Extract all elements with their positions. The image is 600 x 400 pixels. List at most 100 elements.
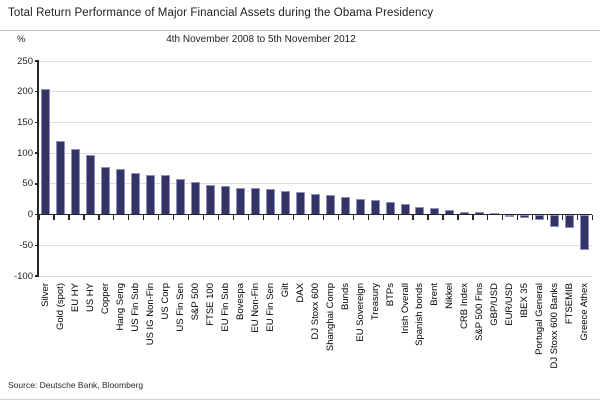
category-label: EUR/USD: [504, 283, 516, 326]
x-axis-tick: [247, 215, 250, 220]
category-label: Bunds: [339, 283, 351, 310]
x-axis-tick: [412, 215, 414, 220]
bar: [280, 190, 290, 215]
y-axis-tick-label: 150: [17, 116, 33, 128]
x-axis-tick: [203, 215, 205, 220]
bar: [220, 185, 230, 215]
category-label: FTSE 100: [205, 283, 217, 326]
bar: [146, 174, 156, 215]
bar: [116, 168, 126, 215]
y-axis-unit-label: %: [17, 34, 26, 45]
category-label: Shanghai Comp: [324, 283, 336, 352]
y-axis-tick-label: -50: [19, 239, 33, 251]
x-axis-tick: [218, 215, 220, 220]
bar: [580, 214, 590, 251]
bar: [325, 194, 335, 215]
category-label: S&P 500: [190, 283, 202, 321]
y-axis-tick: [34, 244, 39, 247]
category-label: EU HY: [70, 283, 82, 313]
category-label: DAX: [294, 283, 306, 303]
y-axis-tick-label: 100: [17, 147, 33, 159]
bar: [71, 148, 81, 215]
bar: [86, 155, 96, 215]
bar: [161, 175, 171, 215]
category-label: EU Fin Sub: [219, 283, 231, 332]
category-label: CRB Index: [459, 283, 471, 329]
category-label: US IG Non-Fin: [145, 283, 157, 346]
x-axis-tick: [337, 215, 339, 220]
category-label: Nikkei: [444, 283, 456, 309]
bar: [56, 140, 66, 215]
bar: [565, 214, 575, 229]
x-axis-tick: [547, 215, 549, 220]
gridline: [38, 121, 592, 123]
category-label: Copper: [100, 283, 112, 315]
y-axis-tick: [34, 121, 39, 124]
chart-subtitle: 4th November 2008 to 5th November 2012: [166, 34, 356, 45]
category-label: Spanish bonds: [414, 283, 426, 346]
x-axis-tick: [143, 215, 145, 220]
x-axis-tick: [188, 215, 190, 220]
x-axis-line: [38, 213, 592, 216]
bar: [265, 189, 275, 215]
bar: [250, 188, 260, 215]
category-label: Irish Overall: [399, 283, 411, 334]
chart-title: Total Return Performance of Major Financ…: [8, 7, 434, 19]
gridline: [38, 60, 592, 62]
bar: [235, 187, 245, 215]
category-label: Bovespa: [234, 283, 246, 321]
x-axis-tick: [487, 215, 489, 220]
category-label: Treasury: [369, 283, 381, 321]
y-axis-tick-label: 0: [27, 209, 33, 221]
x-axis-tick: [502, 215, 504, 220]
category-label: IBEX 35: [519, 283, 531, 318]
category-label: US HY: [85, 283, 97, 313]
category-label: US Corp: [160, 283, 172, 320]
x-axis-tick: [457, 215, 459, 220]
category-label: Hang Seng: [115, 283, 127, 331]
x-axis-tick: [382, 215, 384, 220]
category-label: EU Non-Fin: [249, 283, 261, 333]
bar: [206, 185, 216, 215]
category-label: DJ Stoxx 600 Banks: [549, 283, 561, 369]
bar: [370, 200, 380, 215]
x-axis-tick: [562, 215, 564, 220]
category-label: EU Sovereign: [354, 283, 366, 342]
gridline: [38, 275, 592, 277]
y-axis-tick-label: 50: [22, 178, 33, 190]
bar: [176, 178, 186, 215]
y-axis-tick: [34, 275, 39, 277]
gridline: [38, 152, 592, 154]
category-label: US Fin Sub: [130, 283, 142, 332]
x-axis-tick: [367, 215, 369, 220]
category-label: Gold (spot): [55, 283, 67, 331]
title-divider: [0, 30, 600, 31]
x-axis-tick: [577, 215, 579, 220]
bar: [191, 182, 201, 215]
x-axis-tick: [397, 215, 399, 220]
gridline: [38, 91, 592, 93]
x-axis-tick: [442, 215, 444, 220]
x-axis-tick: [113, 215, 115, 220]
x-axis-tick: [68, 215, 70, 220]
y-axis-tick: [34, 213, 39, 216]
x-axis-tick: [173, 215, 175, 220]
bar: [41, 88, 51, 215]
y-axis-tick: [34, 90, 39, 93]
bar: [535, 214, 545, 221]
category-label: S&P 500 Fins: [474, 283, 486, 341]
bar: [340, 196, 350, 215]
bar: [355, 199, 365, 215]
category-label: Silver: [40, 283, 52, 307]
x-axis-tick: [532, 215, 534, 220]
bar: [550, 214, 560, 227]
y-axis-tick: [34, 183, 39, 185]
category-label: BTPs: [384, 283, 396, 307]
x-axis-tick: [292, 215, 294, 220]
x-axis-tick: [307, 215, 309, 220]
y-axis-tick-label: -100: [13, 270, 33, 282]
x-axis-tick: [158, 215, 160, 220]
x-axis-tick: [427, 215, 429, 220]
x-axis-tick: [277, 215, 280, 220]
